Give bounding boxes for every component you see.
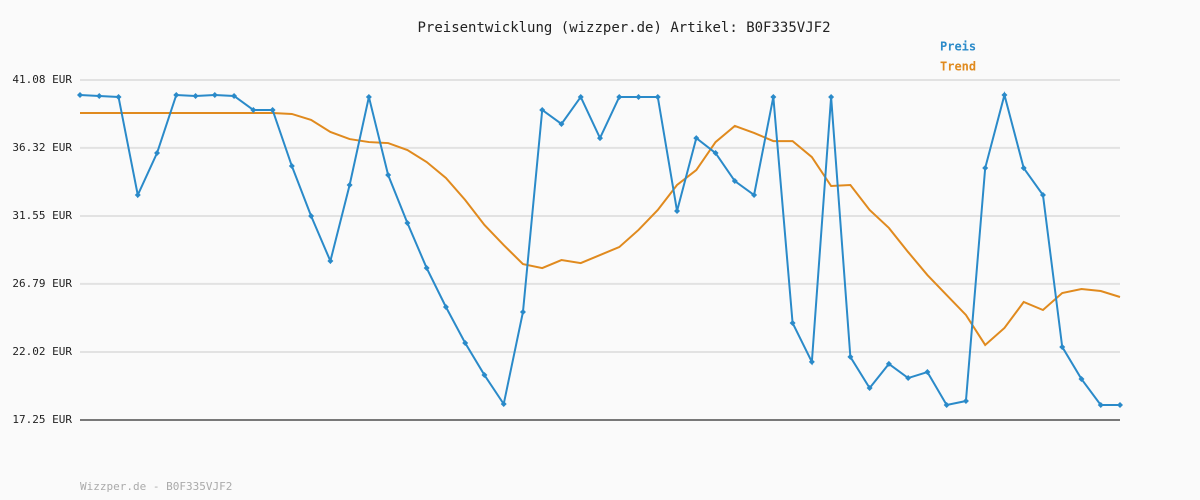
- point-marker: [674, 207, 681, 214]
- y-tick-label: 22.02 EUR: [12, 345, 72, 358]
- point-marker: [288, 163, 295, 170]
- point-marker: [1078, 376, 1085, 383]
- point-marker: [269, 106, 276, 113]
- point-marker: [115, 93, 122, 100]
- point-marker: [1059, 343, 1066, 350]
- point-marker: [924, 369, 931, 376]
- point-marker: [558, 120, 565, 127]
- point-marker: [250, 106, 257, 113]
- point-marker: [442, 303, 449, 310]
- point-marker: [365, 93, 372, 100]
- point-marker: [847, 353, 854, 360]
- point-marker: [1001, 91, 1008, 98]
- point-marker: [134, 191, 141, 198]
- point-marker: [789, 319, 796, 326]
- point-marker: [962, 398, 969, 405]
- series-line: [79, 91, 1120, 407]
- point-marker: [635, 93, 642, 100]
- point-marker: [731, 178, 738, 185]
- legend-label: Trend: [940, 60, 976, 74]
- point-marker: [96, 92, 103, 99]
- point-marker: [616, 93, 623, 100]
- point-marker: [1020, 165, 1027, 172]
- point-marker: [211, 91, 218, 98]
- y-tick-label: 17.25 EUR: [12, 413, 72, 426]
- point-marker: [751, 191, 758, 198]
- y-tick-label: 36.32 EUR: [12, 141, 72, 154]
- point-marker: [481, 372, 488, 379]
- point-marker: [597, 135, 603, 142]
- point-marker: [693, 135, 700, 142]
- y-tick-label: 26.79 EUR: [12, 277, 72, 290]
- footer: Wizzper.de - B0F335VJF2: [80, 480, 232, 493]
- point-marker: [1097, 402, 1104, 409]
- chart-title: Preisentwicklung (wizzper.de) Artikel: B…: [417, 20, 830, 36]
- point-marker: [577, 93, 584, 100]
- point-marker: [231, 92, 238, 99]
- point-marker: [770, 93, 777, 100]
- point-marker: [77, 91, 83, 98]
- point-marker: [154, 150, 161, 157]
- point-marker: [500, 401, 507, 408]
- point-marker: [712, 150, 719, 157]
- point-marker: [385, 172, 392, 179]
- point-marker: [943, 402, 950, 409]
- point-marker: [173, 91, 180, 98]
- legend-label: Preis: [940, 40, 976, 54]
- point-marker: [1117, 402, 1123, 409]
- point-marker: [905, 375, 912, 382]
- point-marker: [192, 92, 199, 99]
- point-marker: [1039, 191, 1046, 198]
- point-marker: [885, 360, 892, 367]
- point-marker: [346, 182, 353, 189]
- point-marker: [423, 265, 430, 272]
- point-marker: [654, 93, 661, 100]
- y-tick-label: 31.55 EUR: [12, 209, 72, 222]
- point-marker: [539, 106, 546, 113]
- point-marker: [519, 308, 526, 315]
- point-marker: [828, 93, 835, 100]
- point-marker: [808, 358, 815, 365]
- point-marker: [404, 219, 411, 226]
- point-marker: [982, 165, 989, 172]
- point-marker: [308, 212, 315, 219]
- point-marker: [327, 258, 334, 265]
- point-marker: [462, 339, 469, 346]
- point-marker: [866, 385, 873, 392]
- y-tick-label: 41.08 EUR: [12, 73, 72, 86]
